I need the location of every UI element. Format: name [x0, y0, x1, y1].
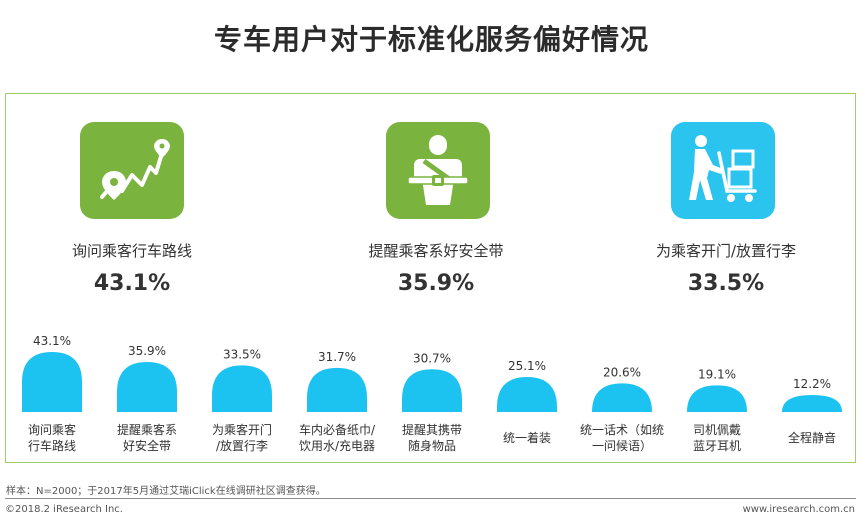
seatbelt-icon: [407, 134, 469, 205]
highlight-label-1: 询问乘客行车路线: [71, 242, 192, 260]
luggage-cart-icon-tile: [671, 122, 775, 219]
bar-value-label-2: 35.9%: [128, 344, 166, 358]
bar-9: [782, 395, 842, 412]
highlight-label-3: 为乘客开门/放置行李: [655, 242, 797, 260]
category-label-5: 提醒其携带随身物品: [402, 422, 462, 453]
bar-1: [22, 352, 82, 412]
bar-value-label-5: 30.7%: [413, 351, 451, 365]
sample-note: 样本：N=2000；于2017年5月通过艾瑞iClick在线调研社区调查获得。: [6, 486, 326, 497]
bar-value-label-7: 20.6%: [603, 365, 641, 379]
category-label-9: 全程静音: [788, 430, 836, 445]
bar-6: [497, 377, 557, 412]
bar-7: [592, 383, 652, 412]
luggage-cart-icon: [689, 134, 757, 202]
website-link[interactable]: www.iresearch.com.cn: [742, 504, 855, 515]
copyright-text: ©2018.2 iResearch Inc.: [5, 504, 123, 515]
route-map-icon: [100, 138, 170, 200]
bar-value-label-4: 31.7%: [318, 350, 356, 364]
highlight-value-1: 43.1%: [93, 271, 171, 296]
category-label-4: 车内必备纸巾/饮用水/充电器: [299, 422, 376, 453]
highlight-label-2: 提醒乘客系好安全带: [368, 242, 504, 260]
highlight-value-2: 35.9%: [397, 271, 475, 296]
category-label-8: 司机佩戴蓝牙耳机: [693, 422, 741, 453]
category-label-3: 为乘客开门/放置行李: [212, 422, 272, 453]
bar-3: [212, 365, 272, 412]
bar-value-label-3: 33.5%: [223, 347, 261, 361]
bar-8: [687, 385, 747, 412]
bar-value-label-1: 43.1%: [33, 334, 71, 348]
bar-value-label-6: 25.1%: [508, 359, 546, 373]
bar-4: [307, 367, 367, 412]
bar-5: [402, 369, 462, 412]
route-map-icon-tile: [80, 122, 184, 219]
bar-value-label-8: 19.1%: [698, 367, 736, 381]
bar-2: [117, 362, 177, 412]
footer-divider: [5, 498, 856, 499]
page-title: 专车用户对于标准化服务偏好情况: [213, 23, 649, 56]
category-label-1: 询问乘客行车路线: [28, 422, 76, 453]
category-label-2: 提醒乘客系好安全带: [117, 422, 177, 453]
highlight-value-3: 33.5%: [687, 271, 765, 296]
seatbelt-icon-tile: [386, 122, 490, 219]
category-label-6: 统一着装: [503, 430, 551, 445]
category-label-7: 统一话术（如统一问候语）: [580, 422, 664, 453]
content-panel: [5, 93, 856, 463]
bar-value-label-9: 12.2%: [793, 377, 831, 391]
